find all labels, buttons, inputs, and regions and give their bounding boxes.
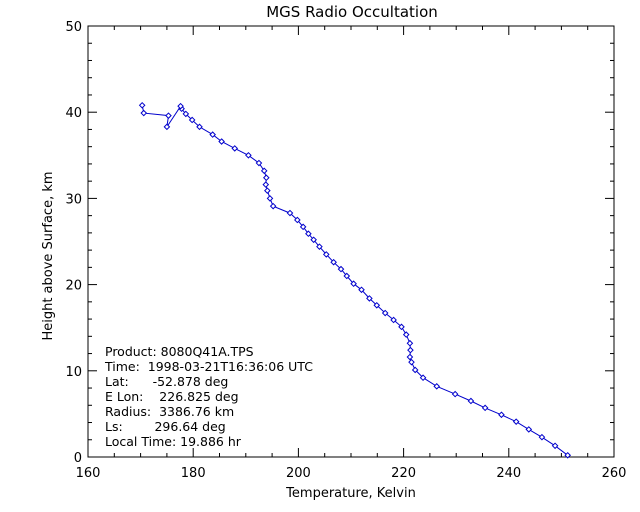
- data-point-marker: [419, 374, 427, 382]
- data-point-marker: [402, 331, 410, 338]
- data-point-marker: [310, 236, 317, 244]
- data-point-marker: [286, 209, 294, 217]
- data-point-marker: [373, 301, 381, 309]
- data-point-marker: [433, 383, 441, 390]
- data-point-marker: [245, 151, 252, 159]
- data-point-marker: [264, 187, 271, 194]
- y-tick-label: 30: [65, 192, 82, 207]
- data-point-marker: [140, 109, 148, 117]
- data-point-marker: [350, 280, 357, 288]
- data-point-marker: [337, 265, 345, 273]
- x-tick-label: 260: [602, 466, 627, 481]
- data-point-marker: [451, 390, 459, 398]
- data-point-marker: [406, 339, 414, 347]
- data-point-marker: [163, 123, 171, 131]
- x-tick-label: 180: [181, 466, 206, 481]
- data-point-marker: [411, 366, 419, 374]
- info-radius: Radius: 3386.76 km: [105, 404, 234, 419]
- data-point-marker: [343, 272, 351, 280]
- data-point-marker: [138, 101, 146, 109]
- data-point-marker: [406, 353, 414, 361]
- data-point-marker: [316, 243, 323, 250]
- y-tick-label: 50: [65, 20, 82, 35]
- data-point-marker: [366, 295, 373, 302]
- data-point-marker: [538, 433, 546, 441]
- data-point-marker: [398, 323, 405, 331]
- data-point-marker: [407, 346, 414, 354]
- data-point-marker: [209, 131, 216, 138]
- data-point-marker: [305, 230, 312, 238]
- y-tick-label: 0: [74, 451, 82, 466]
- series-line: [141, 105, 569, 456]
- info-time: Time: 1998-03-21T16:36:06 UTC: [104, 359, 313, 374]
- info-latitude: Lat: -52.878 deg: [105, 374, 228, 389]
- chart-title: MGS Radio Occultation: [266, 3, 438, 21]
- data-point-marker: [255, 159, 263, 167]
- y-tick-label: 20: [65, 279, 82, 294]
- data-point-marker: [390, 316, 397, 324]
- info-east-longitude: E Lon: 226.825 deg: [105, 389, 239, 404]
- x-axis: 160 180 200 220 240 260: [76, 26, 627, 481]
- data-point-marker: [525, 426, 533, 433]
- data-point-marker: [177, 102, 184, 110]
- data-point-marker: [358, 286, 365, 294]
- temperature-profile-series: [138, 101, 572, 459]
- data-point-marker: [330, 258, 337, 266]
- data-point-marker: [269, 202, 277, 210]
- data-point-marker: [218, 138, 225, 145]
- info-product: Product: 8080Q41A.TPS: [105, 344, 254, 359]
- y-axis-label: Height above Surface, km: [41, 171, 56, 340]
- x-tick-label: 240: [496, 466, 521, 481]
- data-point-marker: [294, 216, 301, 224]
- data-point-marker: [231, 145, 239, 152]
- data-point-marker: [182, 110, 190, 118]
- data-point-marker: [263, 174, 270, 182]
- info-solar-longitude: Ls: 296.64 deg: [105, 419, 226, 434]
- info-local-time: Local Time: 19.886 hr: [105, 434, 242, 449]
- y-tick-label: 40: [65, 106, 82, 121]
- data-point-marker: [322, 251, 330, 258]
- x-tick-label: 160: [76, 466, 101, 481]
- x-tick-label: 220: [391, 466, 416, 481]
- data-point-marker: [481, 404, 489, 412]
- data-point-marker: [260, 167, 268, 175]
- data-point-marker: [188, 116, 196, 124]
- data-point-marker: [381, 309, 389, 317]
- data-point-marker: [512, 418, 520, 425]
- data-point-marker: [498, 411, 505, 419]
- data-point-marker: [551, 442, 559, 450]
- data-point-marker: [196, 123, 203, 131]
- data-point-marker: [408, 358, 415, 366]
- x-tick-label: 200: [286, 466, 311, 481]
- y-axis: 0 10 20 30 40 50: [65, 20, 614, 466]
- x-axis-label: Temperature, Kelvin: [285, 486, 416, 501]
- data-point-marker: [467, 397, 475, 405]
- y-tick-label: 10: [65, 365, 82, 380]
- occultation-info-block: Product: 8080Q41A.TPS Time: 1998-03-21T1…: [104, 344, 313, 449]
- data-point-marker: [262, 181, 270, 188]
- data-point-marker: [299, 223, 307, 231]
- data-point-marker: [165, 112, 172, 119]
- data-point-marker: [266, 195, 274, 202]
- data-point-marker: [564, 451, 572, 459]
